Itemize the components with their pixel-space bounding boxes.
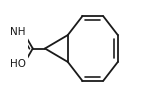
Text: HO: HO [10, 59, 26, 69]
Text: NH: NH [10, 27, 25, 37]
